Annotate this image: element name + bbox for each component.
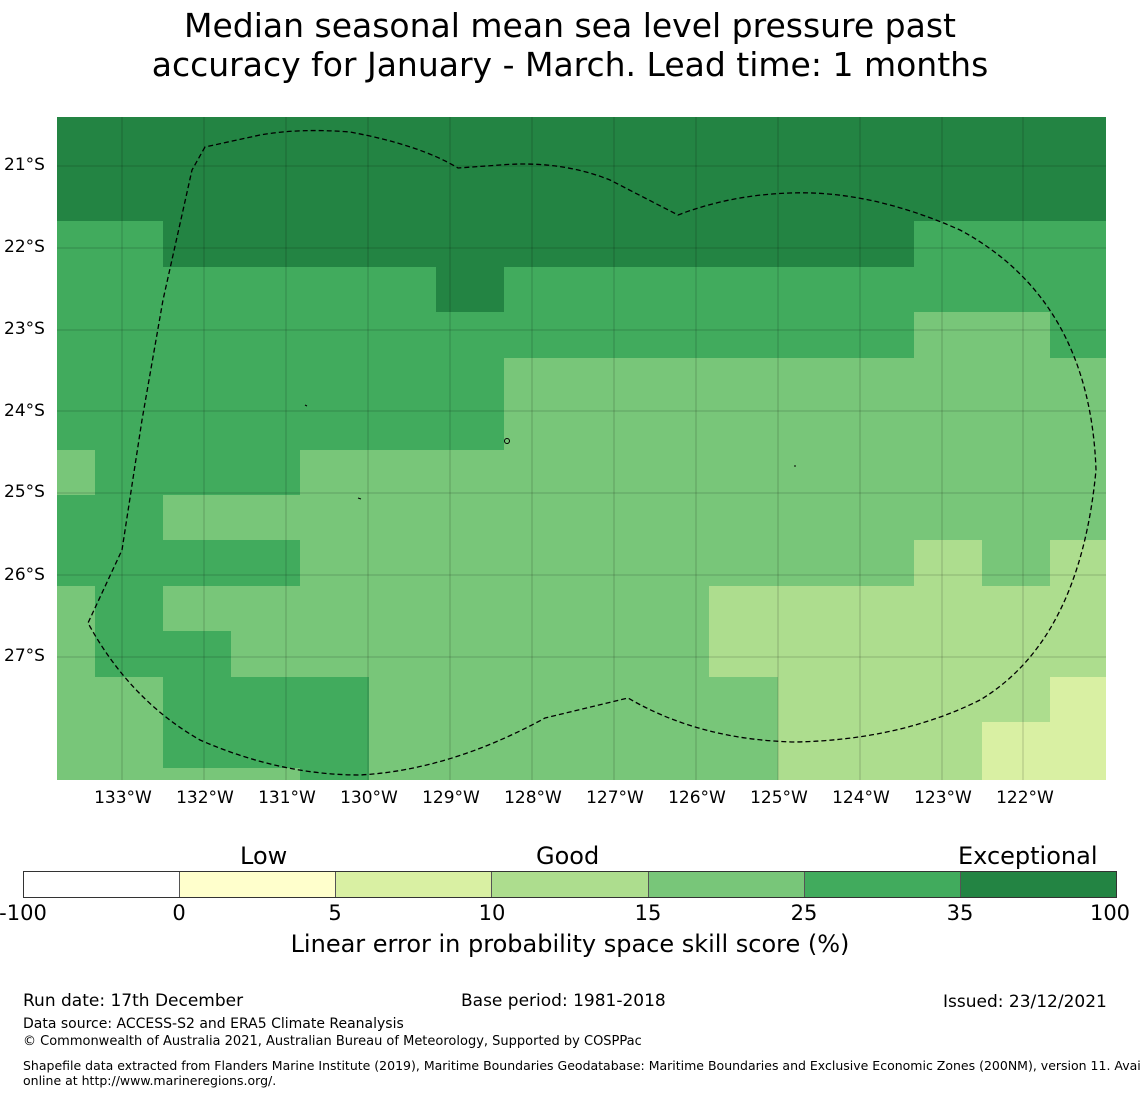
skill-cell: [504, 267, 914, 358]
lon-label: 133°W: [94, 788, 152, 808]
colorbar-tick: 0: [172, 901, 186, 925]
skill-cell: [1050, 312, 1106, 358]
colorbar: [23, 871, 1117, 898]
colorbar-label: Linear error in probability space skill …: [290, 930, 850, 958]
lon-label: 128°W: [504, 788, 562, 808]
issued-date: Issued: 23/12/2021: [943, 992, 1107, 1012]
lon-label: 130°W: [340, 788, 398, 808]
skill-cell: [914, 540, 982, 586]
colorbar-tick: 25: [790, 901, 818, 925]
shapefile-credit: Shapefile data extracted from Flanders M…: [23, 1058, 1140, 1073]
category-exceptional: Exceptional: [958, 842, 1098, 870]
skill-map: [57, 117, 1106, 780]
skill-cell: [163, 631, 231, 677]
colorbar-tick: 100: [1089, 901, 1131, 925]
lat-label: 27°S: [4, 646, 45, 666]
colorbar-tick: -100: [0, 901, 47, 925]
eez-boundary: [87, 129, 1097, 776]
colorbar-tick: 35: [946, 901, 974, 925]
skill-grid: [57, 117, 1106, 780]
lon-label: 122°W: [996, 788, 1054, 808]
island-mark: [357, 497, 362, 500]
colorbar-segment: [336, 872, 493, 897]
colorbar-segment: [960, 872, 1116, 897]
skill-cell: [163, 221, 914, 267]
skill-cell: [163, 540, 300, 586]
colorbar-tick: 15: [634, 901, 662, 925]
data-source: Data source: ACCESS-S2 and ERA5 Climate …: [23, 1016, 404, 1032]
lon-label: 132°W: [176, 788, 234, 808]
run-date: Run date: 17th December: [23, 991, 244, 1011]
skill-cell: [982, 677, 1050, 722]
lon-label: 129°W: [422, 788, 480, 808]
colorbar-tick: 5: [328, 901, 342, 925]
colorbar-segment: [180, 872, 337, 897]
skill-cell: [163, 677, 369, 768]
lat-label: 24°S: [4, 401, 45, 421]
skill-cell: [709, 586, 778, 677]
category-good: Good: [536, 842, 600, 870]
graticule: [57, 117, 1106, 780]
colorbar-tick: 10: [478, 901, 506, 925]
skill-cell: [436, 267, 504, 312]
skill-cell: [914, 221, 1106, 312]
skill-cell: [95, 450, 300, 495]
lon-label: 125°W: [750, 788, 808, 808]
colorbar-segment: [24, 872, 181, 897]
lon-label: 124°W: [832, 788, 890, 808]
skill-cell: [778, 586, 1106, 677]
lat-label: 23°S: [4, 319, 45, 339]
lon-label: 123°W: [914, 788, 972, 808]
lon-label: 127°W: [586, 788, 644, 808]
chart-title-line1: Median seasonal mean sea level pressure …: [184, 6, 956, 45]
lat-label: 25°S: [4, 482, 45, 502]
skill-cell: [57, 117, 1106, 221]
lat-label: 26°S: [4, 565, 45, 585]
skill-cell: [1050, 677, 1106, 780]
lon-label: 126°W: [668, 788, 726, 808]
lat-label: 21°S: [4, 155, 45, 175]
shapefile-credit-url: online at http://www.marineregions.org/.: [23, 1073, 277, 1088]
island-mark: [504, 438, 510, 444]
colorbar-segment: [648, 872, 805, 897]
islands: [304, 404, 796, 500]
lat-label: 22°S: [4, 237, 45, 257]
skill-cell: [57, 495, 163, 586]
skill-cell: [57, 450, 95, 495]
skill-cell: [57, 221, 163, 450]
copyright: © Commonwealth of Australia 2021, Austra…: [23, 1034, 642, 1049]
skill-cell: [95, 586, 163, 677]
colorbar-segment: [804, 872, 961, 897]
island-mark: [304, 404, 308, 407]
base-period: Base period: 1981-2018: [461, 991, 666, 1011]
lon-label: 131°W: [258, 788, 316, 808]
category-low: Low: [240, 842, 288, 870]
colorbar-segment: [492, 872, 649, 897]
chart-title-line2: accuracy for January - March. Lead time:…: [151, 45, 989, 84]
skill-cell: [778, 677, 982, 780]
